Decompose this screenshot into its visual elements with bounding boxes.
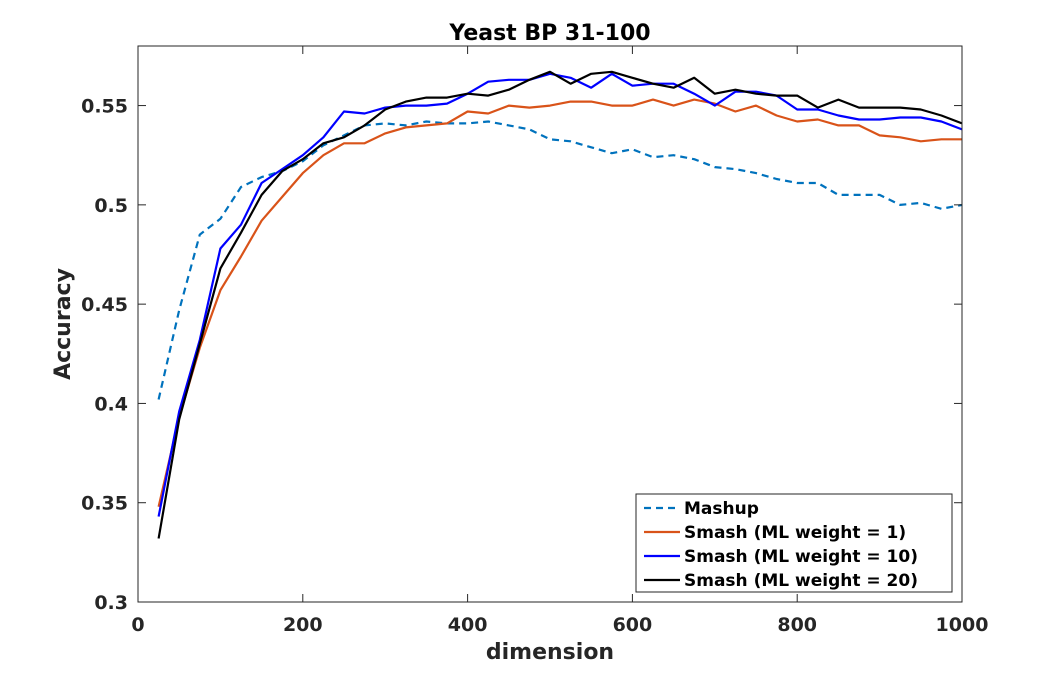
series-line-3 bbox=[157, 72, 963, 517]
y-axis-label: Accuracy bbox=[51, 268, 76, 380]
legend-label: Mashup bbox=[684, 499, 759, 519]
x-tick-label: 200 bbox=[283, 614, 323, 636]
y-tick-label: 0.5 bbox=[94, 195, 128, 217]
x-tick-label: 400 bbox=[448, 614, 488, 636]
legend-label: Smash (ML weight = 20) bbox=[684, 571, 918, 591]
y-tick-label: 0.45 bbox=[81, 294, 128, 316]
y-tick-label: 0.3 bbox=[94, 592, 128, 614]
series-line-2 bbox=[157, 98, 962, 507]
x-axis-label: dimension bbox=[486, 640, 614, 665]
legend: Mashup Smash (ML weight = 1) Smash (ML wei… bbox=[635, 493, 953, 593]
chart-title: Yeast BP 31-100 bbox=[448, 21, 650, 46]
series-line-4 bbox=[157, 70, 963, 539]
x-tick-label: 1000 bbox=[936, 614, 989, 636]
x-tick-label: 800 bbox=[777, 614, 817, 636]
legend-label: Smash (ML weight = 10) bbox=[684, 547, 918, 567]
y-tick-label: 0.35 bbox=[81, 493, 128, 515]
x-tick-label: 600 bbox=[613, 614, 653, 636]
series-layer bbox=[157, 70, 963, 539]
plot-frame bbox=[137, 45, 963, 603]
y-tick-label: 0.4 bbox=[94, 393, 128, 415]
x-tick-label: 0 bbox=[131, 614, 144, 636]
legend-label: Smash (ML weight = 1) bbox=[684, 523, 906, 543]
y-axis-ticks: 0.3 0.35 0.4 0.45 0.5 0.55 bbox=[81, 96, 962, 614]
legend-box bbox=[635, 493, 953, 593]
x-axis-ticks: 0 200 400 600 800 1000 bbox=[131, 46, 988, 636]
y-tick-label: 0.55 bbox=[81, 96, 128, 118]
